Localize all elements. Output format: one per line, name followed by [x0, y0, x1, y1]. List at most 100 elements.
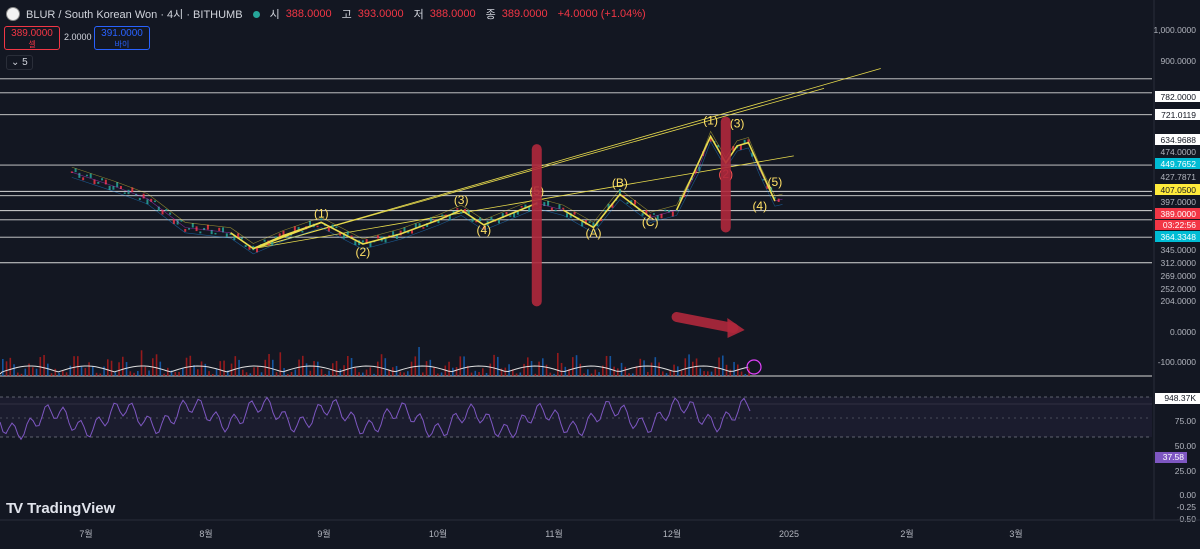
volume-bar-67: [253, 367, 255, 376]
symbol-title[interactable]: BLUR / South Korean Won · 4시 · BITHUMB: [26, 9, 243, 21]
volume-bar-74: [279, 352, 282, 376]
candle-128: [554, 209, 557, 212]
moving-average-0: [71, 140, 783, 255]
volume-bar-168: [632, 373, 634, 376]
wave-start-segment[interactable]: [252, 221, 322, 250]
volume-bar-34: [129, 371, 132, 376]
candle-59: [293, 226, 296, 232]
price-tag-bg-6: [1155, 158, 1200, 169]
annotation-arrow-shaft[interactable]: [671, 312, 739, 333]
candle-114: [501, 213, 504, 219]
volume-bar-128: [482, 368, 484, 376]
open-value: 388.0000: [285, 8, 332, 20]
volume-bar-94: [354, 367, 357, 376]
volume-bar-5: [20, 373, 23, 376]
volume-bar-32: [122, 356, 124, 376]
volume-bar-89: [335, 360, 338, 376]
sell-button[interactable]: 389.0000 셀: [4, 26, 60, 50]
volume-bar-93: [350, 358, 353, 376]
candle-4: [85, 174, 88, 177]
candle-115: [505, 211, 508, 215]
volume-bar-25: [95, 372, 98, 376]
price-tick-1: 900.0000: [1161, 56, 1197, 66]
volume-bar-21: [80, 366, 83, 376]
volume-bar-51: [193, 365, 195, 376]
wave-label-10: (3): [730, 116, 745, 130]
indicator-collapse-button[interactable]: ⌄ 5: [6, 55, 33, 70]
volume-bar-138: [519, 372, 522, 376]
volume-bar-178: [669, 370, 672, 376]
volume-bar-119: [448, 361, 450, 376]
volume-bar-26: [99, 373, 102, 376]
volume-bar-155: [583, 373, 585, 376]
candle-74: [350, 235, 353, 237]
logo-text: TradingView: [27, 500, 116, 517]
buy-button[interactable]: 391.0000 바이: [94, 26, 150, 50]
volume-bar-108: [407, 371, 409, 376]
candle-70: [335, 226, 338, 228]
volume-bar-106: [399, 371, 402, 376]
volume-value-bg: [1155, 393, 1200, 404]
candle-18: [138, 197, 141, 201]
wave-path-0[interactable]: [230, 202, 538, 250]
volume-bar-37: [140, 350, 143, 376]
rsi-tick-1: 50.00: [1175, 441, 1197, 451]
volume-bar-167: [628, 373, 630, 376]
candle-135: [581, 221, 584, 227]
rsi-band-fill: [0, 397, 1152, 437]
wave-path-1[interactable]: [562, 193, 651, 229]
candle-169: [709, 137, 712, 142]
candle-95: [429, 217, 432, 223]
candle-98: [441, 214, 444, 217]
candle-42: [229, 233, 232, 236]
volume-bar-90: [339, 368, 342, 376]
volume-bar-48: [182, 367, 184, 376]
indicator-count: 5: [22, 57, 28, 68]
volume-bar-14: [54, 368, 57, 376]
volume-bar-169: [635, 366, 638, 376]
candle-24: [161, 209, 164, 215]
volume-bar-22: [84, 368, 87, 376]
candle-143: [611, 203, 614, 208]
candle-83: [384, 239, 387, 243]
wave-path-2[interactable]: [675, 134, 776, 211]
candle-186: [773, 197, 776, 199]
wave-label-5: (A): [585, 226, 601, 240]
candle-129: [558, 204, 561, 209]
volume-bar-175: [658, 362, 660, 376]
volume-bar-129: [485, 372, 488, 376]
flash-icon[interactable]: [746, 359, 762, 375]
wave-label-2: (3): [454, 193, 469, 207]
wave-label-8: (1): [703, 113, 718, 127]
candle-73: [346, 231, 349, 235]
volume-bar-6: [24, 368, 27, 376]
tradingview-icon: TV: [6, 500, 23, 517]
volume-bar-125: [470, 372, 473, 376]
wave-label-1: (2): [356, 245, 371, 259]
candle-185: [770, 187, 773, 193]
candle-32: [191, 223, 194, 228]
candle-108: [479, 217, 482, 222]
volume-bar-85: [320, 369, 323, 376]
volume-bar-86: [324, 373, 327, 376]
candle-156: [660, 213, 663, 219]
volume-bar-154: [579, 363, 582, 376]
volume-bar-96: [362, 372, 364, 376]
price-tick-4: 634.9688: [1161, 135, 1197, 145]
candle-46: [244, 244, 247, 248]
volume-bar-149: [560, 362, 563, 376]
trend-line-0[interactable]: [253, 68, 881, 249]
candle-177: [739, 145, 742, 150]
time-tick-0: 7월: [79, 528, 92, 539]
candle-85: [392, 231, 395, 236]
candle-13: [119, 186, 122, 189]
annotation-arrow-head[interactable]: [727, 318, 745, 338]
price-tag-bg-10: [1155, 208, 1200, 219]
volume-bar-186: [699, 368, 702, 376]
volume-bar-1: [5, 361, 8, 376]
volume-bar-0: [2, 359, 4, 376]
price-tick-15: 252.0000: [1161, 284, 1197, 294]
tradingview-logo[interactable]: TV TradingView: [6, 500, 115, 517]
